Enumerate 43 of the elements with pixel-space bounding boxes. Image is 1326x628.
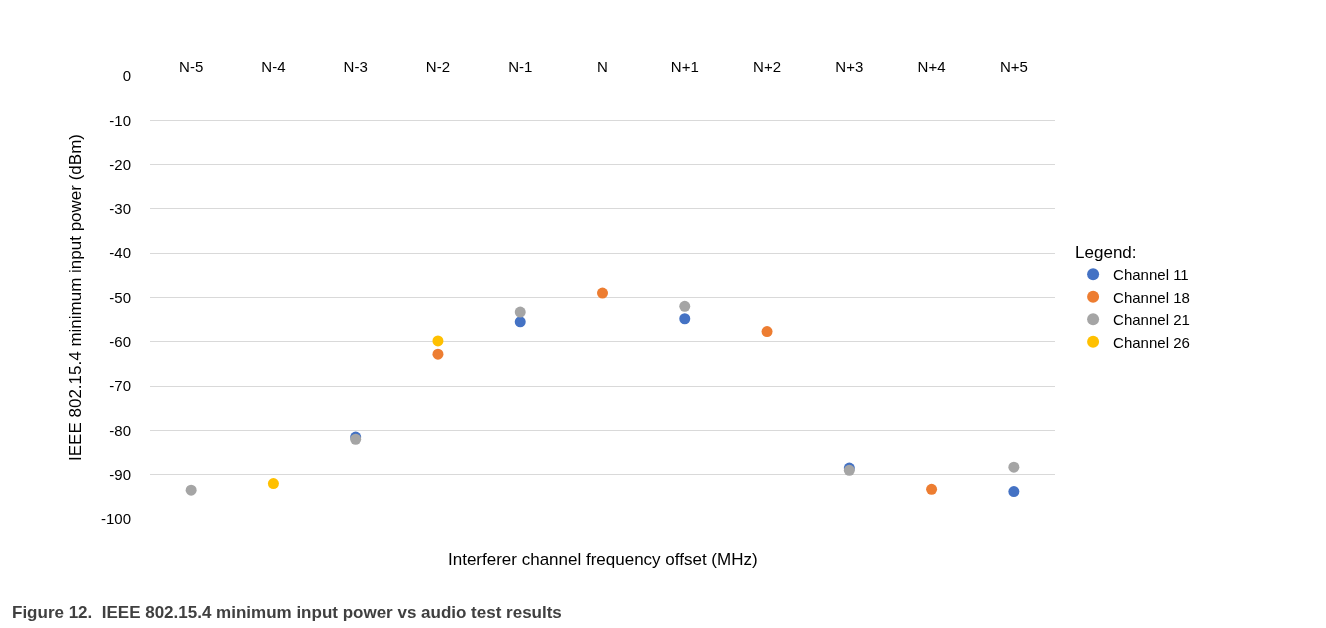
y-tick-label: -40 bbox=[109, 244, 131, 262]
x-tick-label: N+1 bbox=[670, 58, 699, 75]
y-tick-label: -80 bbox=[109, 421, 131, 439]
x-tick-label: N+2 bbox=[753, 58, 782, 75]
x-tick-label: N+4 bbox=[917, 58, 946, 75]
y-tick-label: -60 bbox=[109, 333, 131, 351]
y-tick-label: -100 bbox=[100, 510, 131, 528]
point bbox=[432, 335, 444, 347]
caption: Figure 12. IEEE 802.15.4 minimum input power vs audio test results bbox=[12, 603, 562, 622]
point bbox=[679, 313, 691, 325]
point bbox=[597, 287, 608, 299]
point bbox=[679, 300, 691, 312]
point bbox=[267, 478, 279, 490]
point bbox=[514, 316, 526, 328]
x-tick-label: N-2 bbox=[425, 58, 451, 75]
y-tick-label: -70 bbox=[109, 377, 131, 395]
x-axis-title: Interferer channel frequency offset (MHz) bbox=[448, 550, 758, 569]
point bbox=[514, 306, 526, 318]
y-tick-label: -90 bbox=[109, 465, 131, 483]
y-tick-label: -20 bbox=[109, 155, 131, 173]
point bbox=[1008, 461, 1020, 473]
y-tick-label: -30 bbox=[109, 200, 131, 218]
y-tick-label: -10 bbox=[109, 111, 131, 129]
legend-label: Channel 11 bbox=[1113, 266, 1189, 284]
y-tick-label: -50 bbox=[109, 288, 131, 306]
legend-title: Legend: bbox=[1075, 243, 1137, 263]
legend-label: Channel 18 bbox=[1113, 288, 1190, 306]
y-axis-title: IEEE 802.15.4 minimum input power (dBm) bbox=[65, 134, 85, 461]
y-tick-label: 0 bbox=[122, 67, 131, 85]
point bbox=[1008, 486, 1020, 498]
point bbox=[761, 326, 773, 338]
point bbox=[926, 483, 938, 495]
x-tick-label: N-1 bbox=[508, 58, 533, 75]
x-tick-label: N+3 bbox=[835, 58, 864, 75]
x-tick-label: N+5 bbox=[999, 58, 1028, 75]
x-tick-label: N-4 bbox=[261, 58, 286, 75]
x-tick-label: N-3 bbox=[343, 58, 368, 75]
x-tick-label: N-5 bbox=[179, 58, 204, 75]
x-tick-label: N bbox=[597, 58, 608, 75]
point bbox=[432, 348, 444, 360]
legend-label: Channel 21 bbox=[1113, 311, 1190, 329]
legend-label: Channel 26 bbox=[1113, 333, 1190, 351]
point bbox=[185, 484, 197, 496]
